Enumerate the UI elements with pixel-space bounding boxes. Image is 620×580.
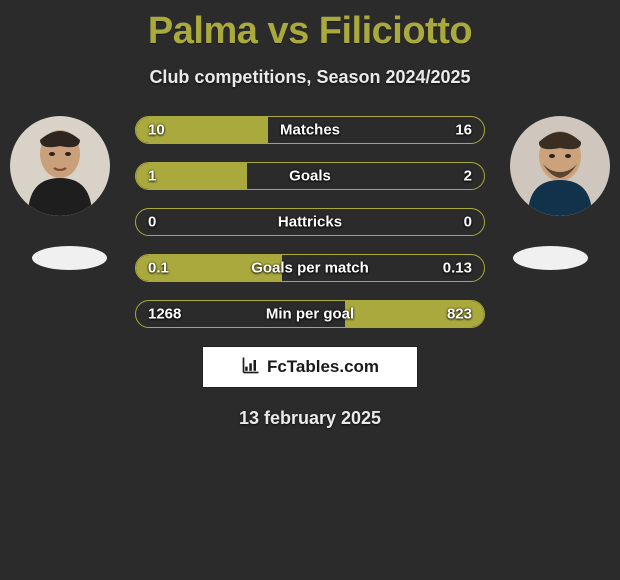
stat-row: 0.10.13Goals per match (135, 254, 485, 282)
stat-row: 1268823Min per goal (135, 300, 485, 328)
stat-value-left: 1268 (148, 306, 181, 323)
stat-fill-left (136, 163, 247, 189)
stat-value-right: 0.13 (443, 260, 472, 277)
stat-value-right: 0 (464, 214, 472, 231)
stat-fill-left (136, 255, 282, 281)
stat-row: 12Goals (135, 162, 485, 190)
stat-value-left: 0 (148, 214, 156, 231)
stat-value-right: 16 (455, 122, 472, 139)
brand-text: FcTables.com (267, 357, 379, 377)
stats-bars: 1016Matches 12Goals 0 0Hattricks 0.10.13Goal… (135, 116, 485, 328)
stat-row: 0 0Hattricks (135, 208, 485, 236)
player-right-club-badge (513, 246, 588, 270)
stat-value-right: 2 (464, 168, 472, 185)
player-left-avatar (10, 116, 110, 216)
footer-date: 13 february 2025 (0, 408, 620, 429)
comparison-panel: 1016Matches 12Goals 0 0Hattricks 0.10.13Goal… (0, 116, 620, 429)
stat-row: 1016Matches (135, 116, 485, 144)
brand-box: FcTables.com (202, 346, 418, 388)
page-title: Palma vs Filiciotto (0, 0, 620, 53)
stat-label: Hattricks (136, 214, 484, 231)
stat-fill-left (136, 117, 268, 143)
chart-icon (241, 355, 261, 380)
subtitle: Club competitions, Season 2024/2025 (0, 67, 620, 88)
stat-fill-right (345, 301, 484, 327)
player-left-club-badge (32, 246, 107, 270)
player-right-avatar (510, 116, 610, 216)
